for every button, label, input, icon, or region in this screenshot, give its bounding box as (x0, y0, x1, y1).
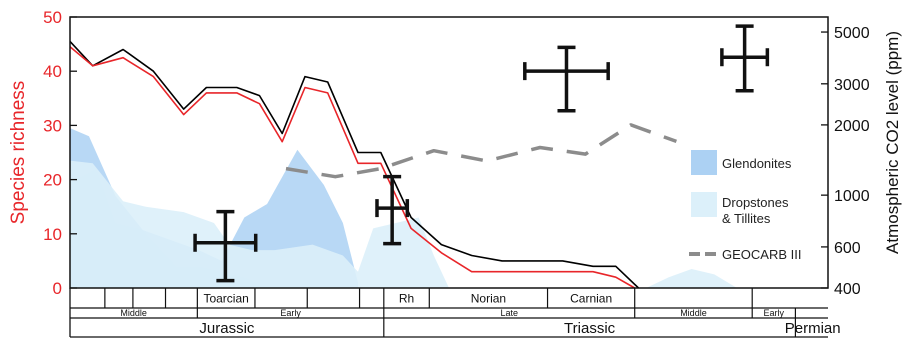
timescale-row3-label-0: Jurassic (199, 320, 255, 337)
right-tick-label-2: 1000 (834, 188, 870, 205)
geocarb-iii-line (285, 123, 677, 179)
legend-label-dropstones-line-0: Dropstones (722, 195, 789, 210)
legend-label-dropstones: Dropstones & Tillites (722, 195, 789, 226)
co2-estimate-3 (720, 24, 770, 93)
legend-label-dropstones-line-1: & Tillites (722, 211, 771, 226)
left-tick-label-4: 40 (43, 62, 62, 81)
left-tick-label-3: 30 (43, 116, 62, 135)
legend-label-geocarb: GEOCARB III (722, 247, 801, 262)
legend-swatch-glendonites (691, 150, 717, 175)
timescale-row1-label-2: Norian (471, 291, 506, 305)
timescale-row1-label-3: Carnian (570, 291, 612, 305)
timescale-row2-label-1: Early (280, 308, 301, 318)
timescale-row2-label-2: Late (500, 308, 518, 318)
axes: 0 10 20 30 40 50 Species richness 400 600 1000 200… (8, 8, 902, 298)
plot-frame (69, 16, 829, 289)
co2-estimates (193, 24, 770, 283)
timescale-row1-label-0: Toarcian (203, 291, 248, 305)
series-lines (69, 40, 677, 289)
right-tick-label-5: 5000 (834, 25, 870, 42)
legend-swatch-dropstones (691, 192, 717, 217)
legend-label-glendonites: Glendonites (722, 156, 792, 171)
co2-estimate-0 (193, 209, 258, 283)
right-tick-label-4: 3000 (834, 77, 870, 94)
left-tick-label-1: 10 (43, 225, 62, 244)
right-tick-label-1: 600 (834, 240, 861, 257)
right-tick-label-3: 2000 (834, 118, 870, 135)
left-tick-label-0: 0 (53, 279, 62, 298)
climate-proxy-areas (70, 128, 737, 288)
timescale-row3-label-1: Triassic (564, 320, 616, 337)
right-tick-label-0: 400 (834, 281, 861, 298)
co2-estimate-1 (375, 174, 410, 246)
lower-richness-line (69, 46, 636, 289)
right-axis-label: Atmospheric CO2 level (ppm) (883, 31, 902, 254)
dropstones-tillites-area-3 (646, 269, 737, 288)
timescale-row3-label-2: Permian (785, 320, 841, 337)
timescale-row2-label-0: Middle (120, 308, 147, 318)
left-axis-label: Species richness (8, 81, 29, 225)
left-tick-label-5: 50 (43, 8, 62, 27)
legend: Glendonites Dropstones & Tillites GEOCARB I… (689, 150, 801, 262)
co2-estimate-2 (523, 45, 610, 113)
geologic-timescale: Toarcian Rh Norian Carnian Middle Early Late Mi… (69, 288, 841, 338)
timescale-row2-label-4: Early (764, 308, 785, 318)
dropstones-tillites-area-2 (70, 160, 449, 288)
timescale-row2-label-3: Middle (680, 308, 707, 318)
upper-richness-line (69, 40, 640, 289)
left-tick-label-2: 20 (43, 171, 62, 190)
timescale-row1-label-1: Rh (399, 291, 414, 305)
